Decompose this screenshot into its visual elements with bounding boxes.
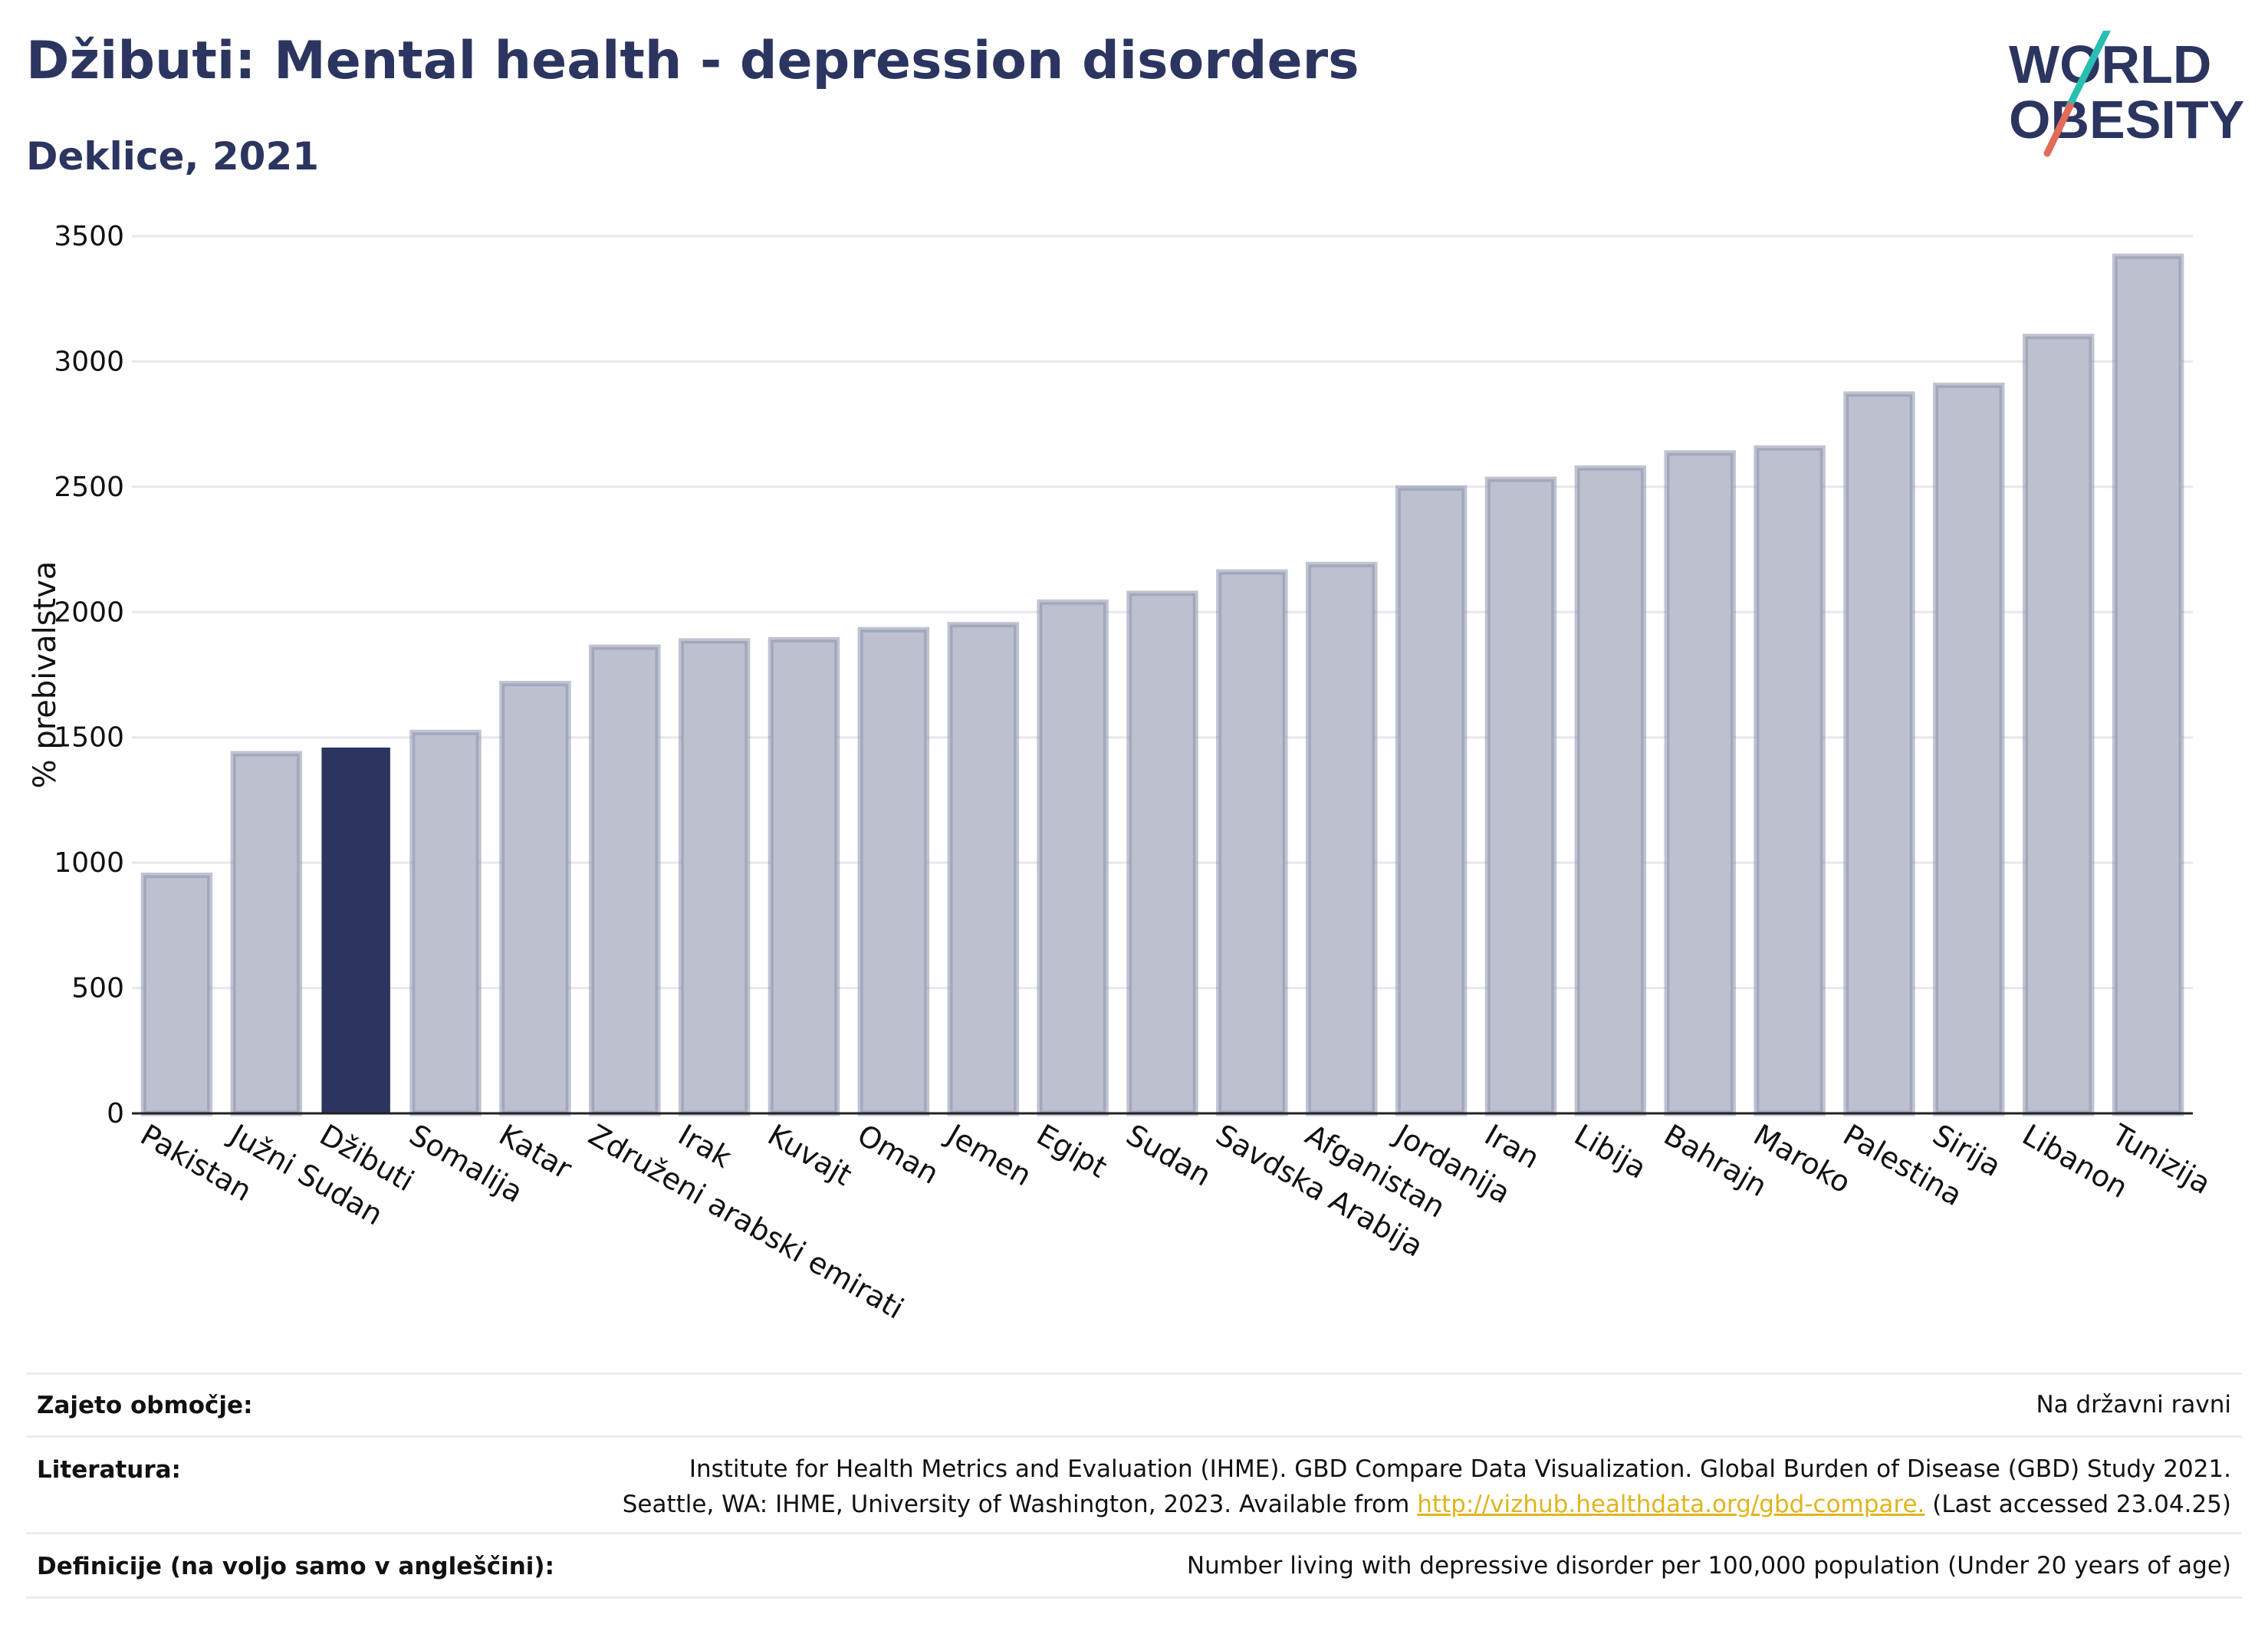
literature-line1: Institute for Health Metrics and Evaluat… <box>689 1455 2231 1483</box>
bar <box>768 636 840 1116</box>
y-tick-label: 2500 <box>54 472 124 503</box>
y-tick-label: 0 <box>107 1098 124 1129</box>
y-axis-label: % prebivalstva <box>28 561 63 789</box>
x-tick-label: Oman <box>852 1118 945 1191</box>
chart-title: Džibuti: Mental health - depression diso… <box>26 31 1359 91</box>
y-tick-label: 3500 <box>54 221 124 252</box>
logo-line1: WORLD <box>2009 35 2211 94</box>
bar <box>1216 569 1288 1116</box>
x-tick-label: Jemen <box>940 1117 1037 1193</box>
bar <box>857 626 930 1116</box>
literature-row: Literatura: Institute for Health Metrics… <box>26 1435 2242 1534</box>
bar <box>1305 561 1378 1116</box>
x-tick-label: Bahrajn <box>1658 1118 1773 1204</box>
bar <box>947 622 1020 1116</box>
coverage-row: Zajeto območje: Na državni ravni <box>26 1373 2242 1438</box>
bar <box>1126 590 1198 1116</box>
y-tick-label: 1500 <box>54 722 124 754</box>
x-tick-label: Kuvajt <box>762 1118 857 1192</box>
literature-line2: Seattle, WA: IHME, University of Washing… <box>623 1487 2231 1522</box>
y-tick-label: 3000 <box>54 346 124 377</box>
coverage-label: Zajeto območje: <box>37 1392 253 1419</box>
x-tick-label: Sudan <box>1121 1118 1218 1193</box>
bar <box>589 644 661 1116</box>
bar <box>230 751 303 1116</box>
bar <box>1574 465 1647 1116</box>
chart-subtitle: Deklice, 2021 <box>26 134 320 179</box>
bar <box>2022 334 2095 1116</box>
bar <box>1484 476 1557 1116</box>
literature-line2-prefix: Seattle, WA: IHME, University of Washing… <box>622 1491 1418 1518</box>
bar <box>1037 599 1109 1116</box>
x-tick-label: Egipt <box>1031 1118 1113 1185</box>
bar <box>409 729 482 1116</box>
definitions-label: Definicije (na voljo samo v angleščini): <box>37 1553 554 1580</box>
literature-link[interactable]: http://vizhub.healthdata.org/gbd-compare… <box>1417 1491 1925 1518</box>
y-tick-label: 1000 <box>54 847 124 879</box>
bar <box>1754 445 1826 1116</box>
bar <box>1395 485 1468 1116</box>
bar <box>2112 253 2184 1116</box>
literature-value: Institute for Health Metrics and Evaluat… <box>623 1452 2231 1522</box>
bar <box>678 638 751 1116</box>
world-obesity-logo: WORLD OBESITY <box>2009 31 2244 157</box>
y-tick-label: 2000 <box>54 597 124 628</box>
bar <box>499 680 571 1116</box>
y-tick-label: 500 <box>71 973 124 1004</box>
bar <box>140 872 213 1116</box>
definitions-row: Definicije (na voljo samo v angleščini):… <box>26 1532 2242 1599</box>
x-tick-label: Libija <box>1569 1118 1652 1185</box>
bar <box>321 747 390 1115</box>
bar <box>1933 382 2005 1116</box>
bar <box>1843 391 1915 1116</box>
logo-line2: OBESITY <box>2009 90 2244 150</box>
definitions-value: Number living with depressive disorder p… <box>1186 1552 2231 1580</box>
literature-line2-suffix: (Last accessed 23.04.25) <box>1925 1491 2231 1518</box>
coverage-value: Na državni ravni <box>2036 1391 2231 1419</box>
bar-chart: 0 500 1000 1500 2000 2500 3000 3500 % prebivalst… <box>28 221 2217 1326</box>
literature-label: Literatura: <box>37 1456 181 1484</box>
bar <box>1664 450 1736 1116</box>
